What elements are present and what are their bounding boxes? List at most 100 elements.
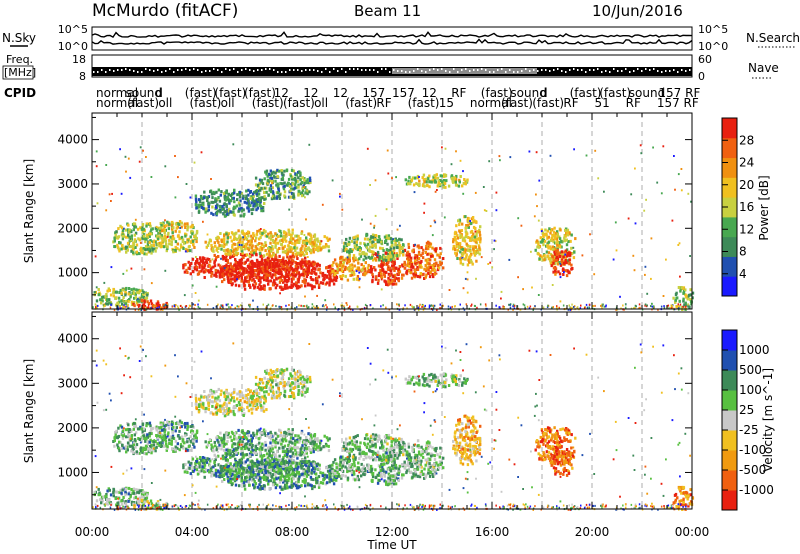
range-gate-cell bbox=[283, 190, 287, 194]
range-gate-cell bbox=[335, 262, 338, 266]
range-gate-cell bbox=[231, 250, 234, 254]
range-gate-cell bbox=[253, 264, 256, 268]
range-gate-cell bbox=[348, 236, 352, 240]
range-gate-cell bbox=[384, 280, 388, 284]
range-gate-cell bbox=[395, 266, 398, 270]
range-gate-cell bbox=[228, 306, 230, 309]
range-gate-cell bbox=[206, 233, 209, 236]
range-gate-cell bbox=[387, 265, 390, 269]
range-gate-cell bbox=[566, 252, 569, 255]
range-gate-cell bbox=[413, 306, 415, 309]
colorbar-segment bbox=[722, 256, 737, 277]
range-gate-cell bbox=[646, 292, 649, 295]
range-gate-cell bbox=[105, 302, 108, 306]
range-gate-cell bbox=[253, 199, 256, 203]
range-gate-cell bbox=[549, 259, 552, 263]
range-gate-cell bbox=[425, 266, 429, 270]
range-gate-cell bbox=[439, 303, 441, 306]
range-gate-cell bbox=[139, 446, 143, 450]
range-gate-cell bbox=[634, 167, 636, 170]
range-gate-cell bbox=[258, 242, 261, 245]
range-gate-cell bbox=[248, 239, 252, 243]
range-gate-cell bbox=[141, 430, 144, 434]
range-gate-cell bbox=[312, 278, 315, 282]
range-gate-cell bbox=[319, 281, 323, 285]
range-gate-cell bbox=[474, 220, 478, 224]
range-gate-cell bbox=[484, 303, 487, 306]
range-gate-cell bbox=[300, 181, 304, 184]
range-gate-cell bbox=[271, 263, 275, 267]
range-gate-cell bbox=[295, 286, 299, 290]
range-gate-cell bbox=[269, 179, 272, 183]
range-gate-cell bbox=[563, 271, 565, 274]
range-gate-cell bbox=[549, 154, 552, 157]
range-gate-cell bbox=[134, 431, 138, 435]
range-gate-cell bbox=[564, 259, 567, 262]
range-gate-cell bbox=[152, 503, 155, 507]
range-gate-cell bbox=[196, 457, 199, 461]
range-gate-cell bbox=[403, 266, 407, 270]
range-gate-cell bbox=[379, 269, 383, 273]
range-gate-cell bbox=[407, 246, 411, 249]
range-gate-cell bbox=[263, 177, 266, 181]
range-gate-cell bbox=[139, 425, 142, 429]
range-gate-cell bbox=[448, 289, 451, 291]
range-gate-cell bbox=[231, 465, 234, 468]
range-gate-cell bbox=[164, 239, 168, 243]
range-gate-cell bbox=[253, 464, 256, 468]
range-gate-cell bbox=[463, 178, 466, 181]
range-gate-cell bbox=[245, 194, 248, 198]
range-gate-cell bbox=[136, 304, 139, 307]
range-gate-cell bbox=[106, 302, 110, 306]
range-gate-cell bbox=[185, 183, 188, 185]
range-gate-cell bbox=[455, 245, 458, 248]
range-gate-cell bbox=[144, 245, 148, 248]
range-gate-cell bbox=[108, 488, 111, 492]
range-gate-cell bbox=[138, 238, 141, 242]
range-gate-cell bbox=[566, 269, 569, 273]
range-gate-cell bbox=[295, 234, 299, 238]
range-gate-cell bbox=[191, 284, 194, 287]
range-gate-cell bbox=[248, 243, 252, 247]
range-gate-cell bbox=[309, 283, 312, 287]
range-gate-cell bbox=[142, 293, 145, 297]
range-gate-cell bbox=[146, 442, 150, 446]
range-gate-cell bbox=[447, 305, 450, 308]
range-gate-cell bbox=[601, 303, 603, 306]
range-gate-cell bbox=[244, 260, 247, 264]
range-gate-cell bbox=[392, 246, 396, 250]
range-gate-cell bbox=[554, 269, 557, 273]
range-gate-cell bbox=[677, 173, 680, 176]
range-gate-cell bbox=[432, 306, 435, 309]
cpid-entry: (fast) bbox=[185, 86, 217, 100]
range-gate-cell bbox=[262, 303, 264, 306]
range-gate-cell bbox=[141, 449, 144, 453]
range-gate-cell bbox=[122, 296, 125, 299]
range-gate-cell bbox=[237, 267, 240, 270]
range-gate-cell bbox=[102, 495, 105, 499]
range-gate-cell bbox=[354, 258, 357, 262]
range-gate-cell bbox=[267, 180, 270, 184]
range-gate-cell bbox=[563, 236, 566, 240]
range-gate-cell bbox=[304, 463, 307, 467]
range-gate-cell bbox=[331, 279, 334, 283]
range-gate-cell bbox=[412, 248, 415, 252]
range-gate-cell bbox=[178, 308, 180, 311]
range-gate-cell bbox=[547, 246, 550, 250]
range-gate-cell bbox=[241, 229, 244, 233]
range-gate-cell bbox=[553, 250, 556, 254]
range-gate-cell bbox=[352, 256, 355, 260]
range-gate-cell bbox=[319, 242, 322, 246]
range-gate-cell bbox=[142, 295, 146, 299]
range-gate-cell bbox=[366, 266, 369, 270]
range-gate-cell bbox=[120, 499, 123, 503]
range-gate-cell bbox=[236, 278, 238, 281]
range-gate-cell bbox=[234, 457, 237, 461]
range-gate-cell bbox=[233, 191, 236, 195]
range-gate-cell bbox=[461, 255, 464, 259]
range-gate-cell bbox=[250, 239, 253, 243]
range-gate-cell bbox=[299, 173, 302, 177]
range-gate-cell bbox=[266, 178, 270, 182]
range-gate-cell bbox=[192, 242, 195, 246]
range-gate-cell bbox=[684, 288, 687, 292]
